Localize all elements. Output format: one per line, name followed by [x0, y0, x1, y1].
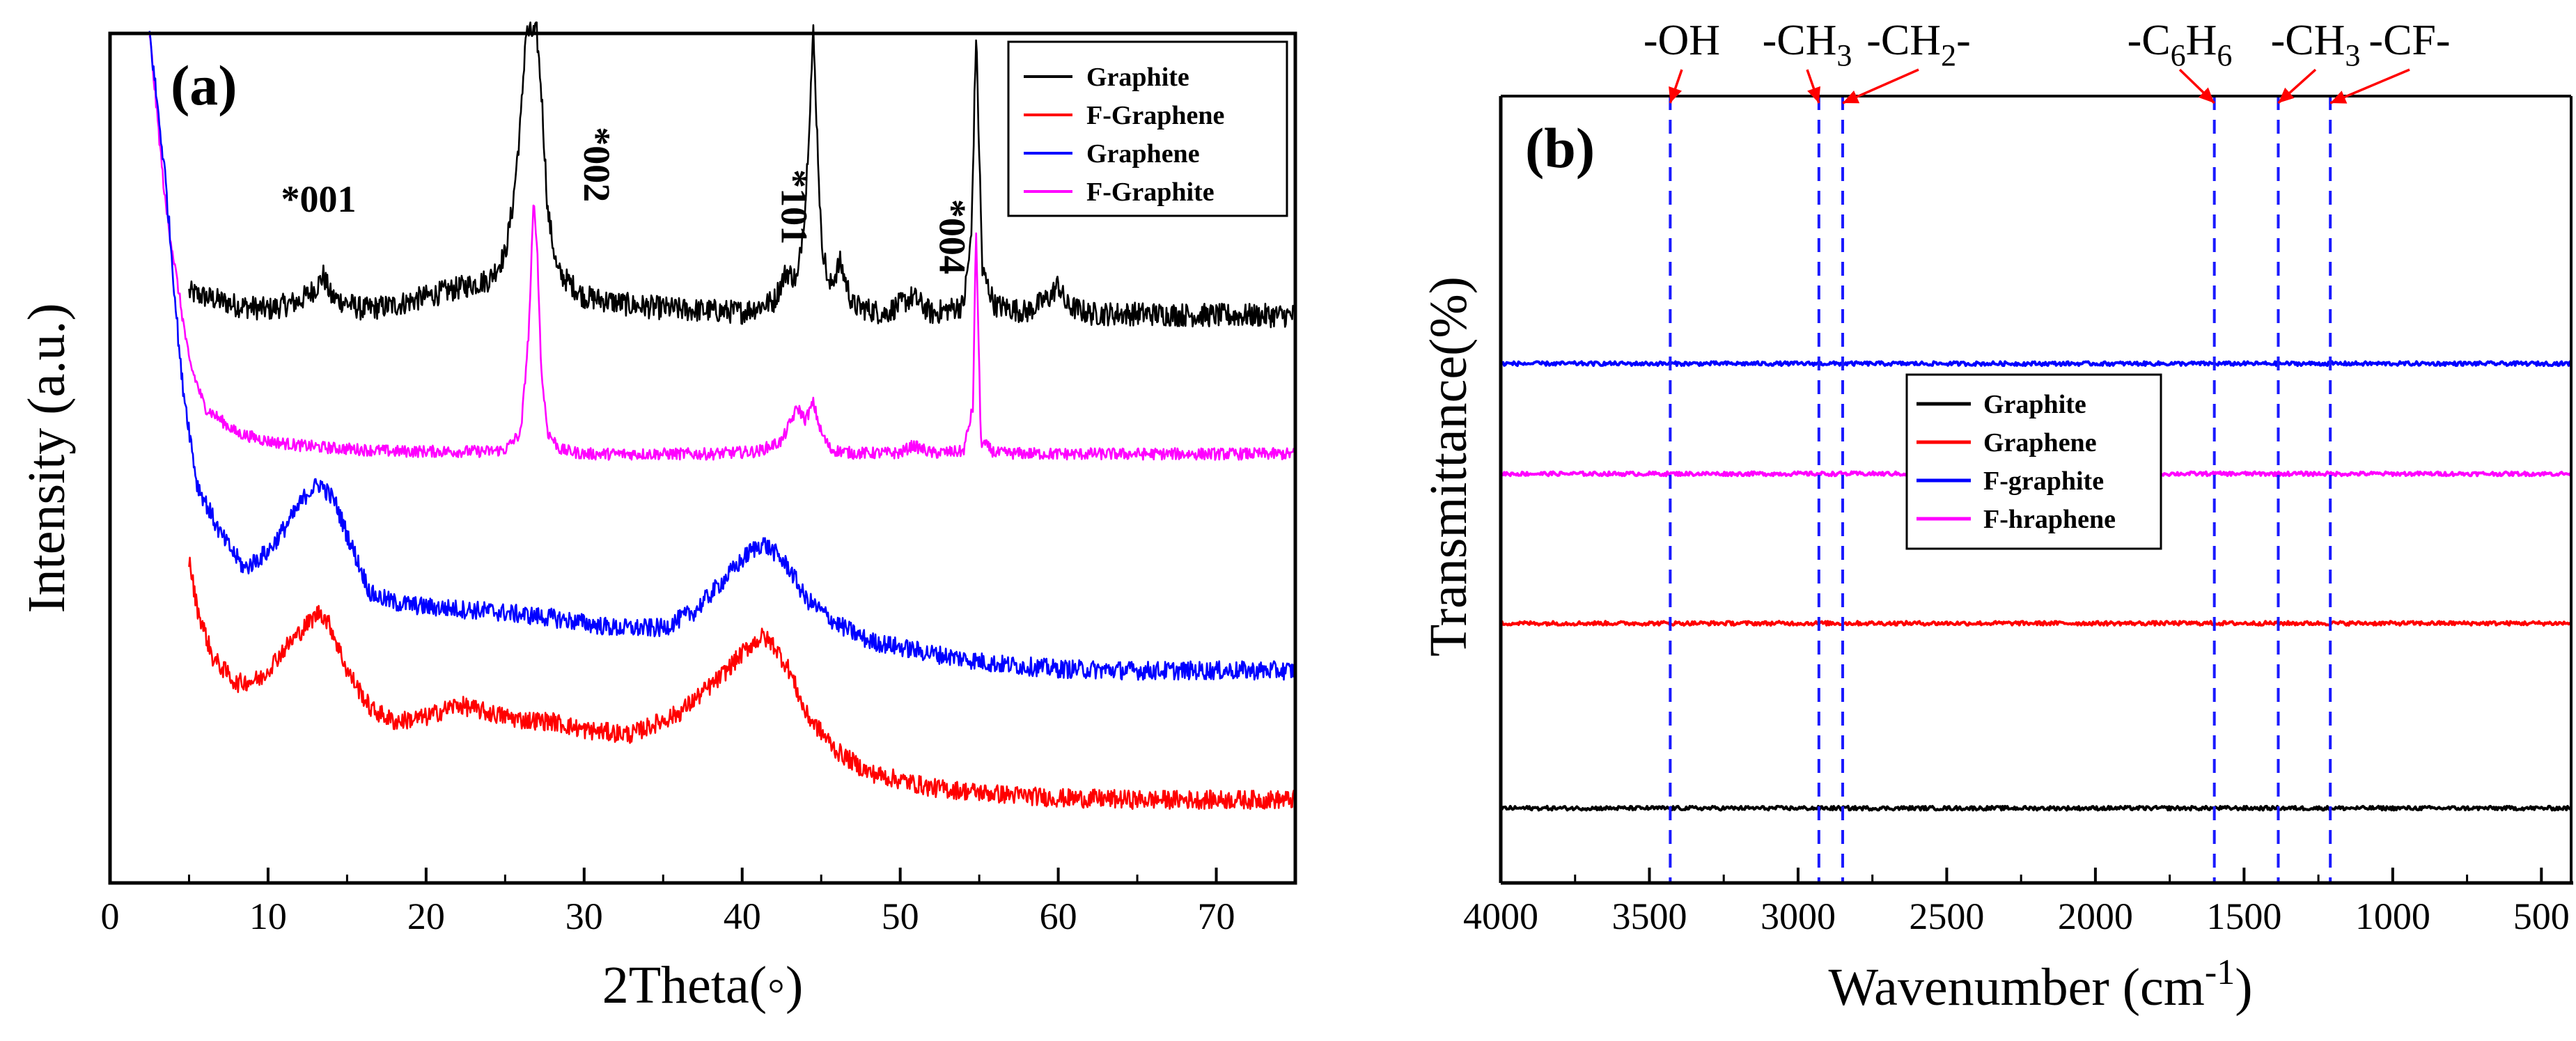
xrd-peak-label: *004	[931, 199, 973, 274]
xrd-peak-label: *101	[773, 169, 815, 244]
ftir-x-tick-label: 3500	[1611, 895, 1687, 937]
xrd-x-ticks: 0 10 20 30 40 50 60 70	[101, 868, 1235, 937]
ftir-series-graphite	[1499, 804, 2573, 812]
ftir-series-graphene	[1499, 620, 2572, 627]
xrd-x-tick-label: 10	[249, 895, 287, 937]
ftir-x-ticks: 4000 3500 3000 2500 2000 1500 1000 500	[1463, 868, 2570, 937]
xrd-series-graphite	[188, 21, 1296, 329]
ftir-x-tick-label: 2000	[2058, 895, 2133, 937]
ftir-group-label: -CH2-	[1866, 17, 1970, 72]
xrd-panel: 0 10 20 30 40 50 60 70 *001 *002 *101 *004 (a) 2Th…	[17, 21, 1297, 1015]
xrd-x-tick-label: 50	[882, 895, 919, 937]
ftir-x-tick-label: 1000	[2355, 895, 2430, 937]
xrd-x-tick-label: 60	[1040, 895, 1077, 937]
xrd-legend-label-graphene: Graphene	[1086, 139, 1200, 169]
ftir-x-tick-label: 2500	[1909, 895, 1984, 937]
ftir-x-axis-title-superscript: -1	[2205, 953, 2235, 992]
ftir-x-axis-title-main: Wavenumber (cm	[1828, 958, 2204, 1017]
xrd-peak-label: *001	[281, 178, 357, 220]
xrd-x-tick-label: 40	[724, 895, 761, 937]
xrd-x-tick-label: 20	[407, 895, 445, 937]
xrd-series-f-graphene	[188, 556, 1297, 811]
xrd-legend: Graphite F-Graphene Graphene F-Graphite	[1007, 40, 1288, 217]
ftir-x-axis-title-end: )	[2235, 958, 2252, 1017]
ftir-legend-label-f-hraphene: F-hraphene	[1983, 505, 2116, 534]
xrd-plot-frame	[108, 31, 1297, 885]
ftir-panel-label: (b)	[1525, 116, 1595, 180]
ftir-group-arrow-head	[2198, 87, 2215, 103]
xrd-legend-label-f-graphite: F-Graphite	[1086, 178, 1215, 207]
ftir-legend: Graphite Graphene F-graphite F-hraphene	[1905, 373, 2162, 550]
ftir-x-tick-label: 4000	[1463, 895, 1538, 937]
ftir-group-arrow-head	[2330, 91, 2348, 104]
xrd-legend-label-f-graphene: F-Graphene	[1086, 101, 1224, 130]
xrd-series-f-graphite	[148, 36, 1297, 461]
ftir-marker-lines	[1669, 96, 2332, 883]
xrd-y-axis-title: Intensity (a.u.)	[17, 303, 76, 613]
xrd-peak-label: *002	[576, 127, 618, 202]
ftir-x-tick-label: 1500	[2206, 895, 2281, 937]
ftir-panel: 4000 3500 3000 2500 2000 1500 1000 500 -OH -CH3-…	[1419, 17, 2573, 1017]
ftir-group-arrow-head	[1669, 86, 1683, 103]
xrd-x-tick-label: 30	[565, 895, 603, 937]
ftir-legend-label-f-graphite: F-graphite	[1983, 467, 2104, 496]
xrd-legend-label-graphite: Graphite	[1086, 63, 1189, 92]
xrd-x-tick-label: 70	[1198, 895, 1235, 937]
ftir-series-f-graphite	[1500, 360, 2573, 367]
ftir-group-label: -OH	[1644, 17, 1720, 64]
xrd-peak-labels: *001 *002 *101 *004	[281, 127, 974, 274]
xrd-series-graphene	[148, 31, 1297, 681]
ftir-group-label: -C6H6	[2128, 17, 2233, 72]
ftir-x-tick-label: 500	[2513, 895, 2570, 937]
ftir-group-labels: -OH -CH3 -CH2- -C6H6 -CH3 -CF-	[1644, 17, 2451, 104]
ftir-y-axis-title: Transmittance(%)	[1419, 276, 1478, 657]
ftir-legend-label-graphite: Graphite	[1983, 390, 2086, 419]
ftir-group-arrow-head	[1807, 86, 1820, 103]
ftir-legend-label-graphene: Graphene	[1983, 428, 2097, 457]
ftir-x-tick-label: 3000	[1761, 895, 1836, 937]
ftir-group-label: -CH3	[1763, 17, 1852, 72]
ftir-group-arrow-head	[1842, 90, 1860, 104]
ftir-x-axis-title: Wavenumber (cm-1)	[1828, 953, 2252, 1017]
ftir-group-label: -CF-	[2368, 17, 2450, 64]
xrd-series-group	[148, 21, 1297, 811]
ftir-group-label: -CH3	[2271, 17, 2361, 72]
ftir-group-arrow-head	[2278, 87, 2295, 103]
xrd-panel-label: (a)	[171, 54, 237, 117]
xrd-x-tick-label: 0	[101, 895, 120, 937]
xrd-legend-box	[1007, 40, 1288, 217]
xrd-x-axis-title: 2Theta(◦)	[602, 956, 804, 1015]
